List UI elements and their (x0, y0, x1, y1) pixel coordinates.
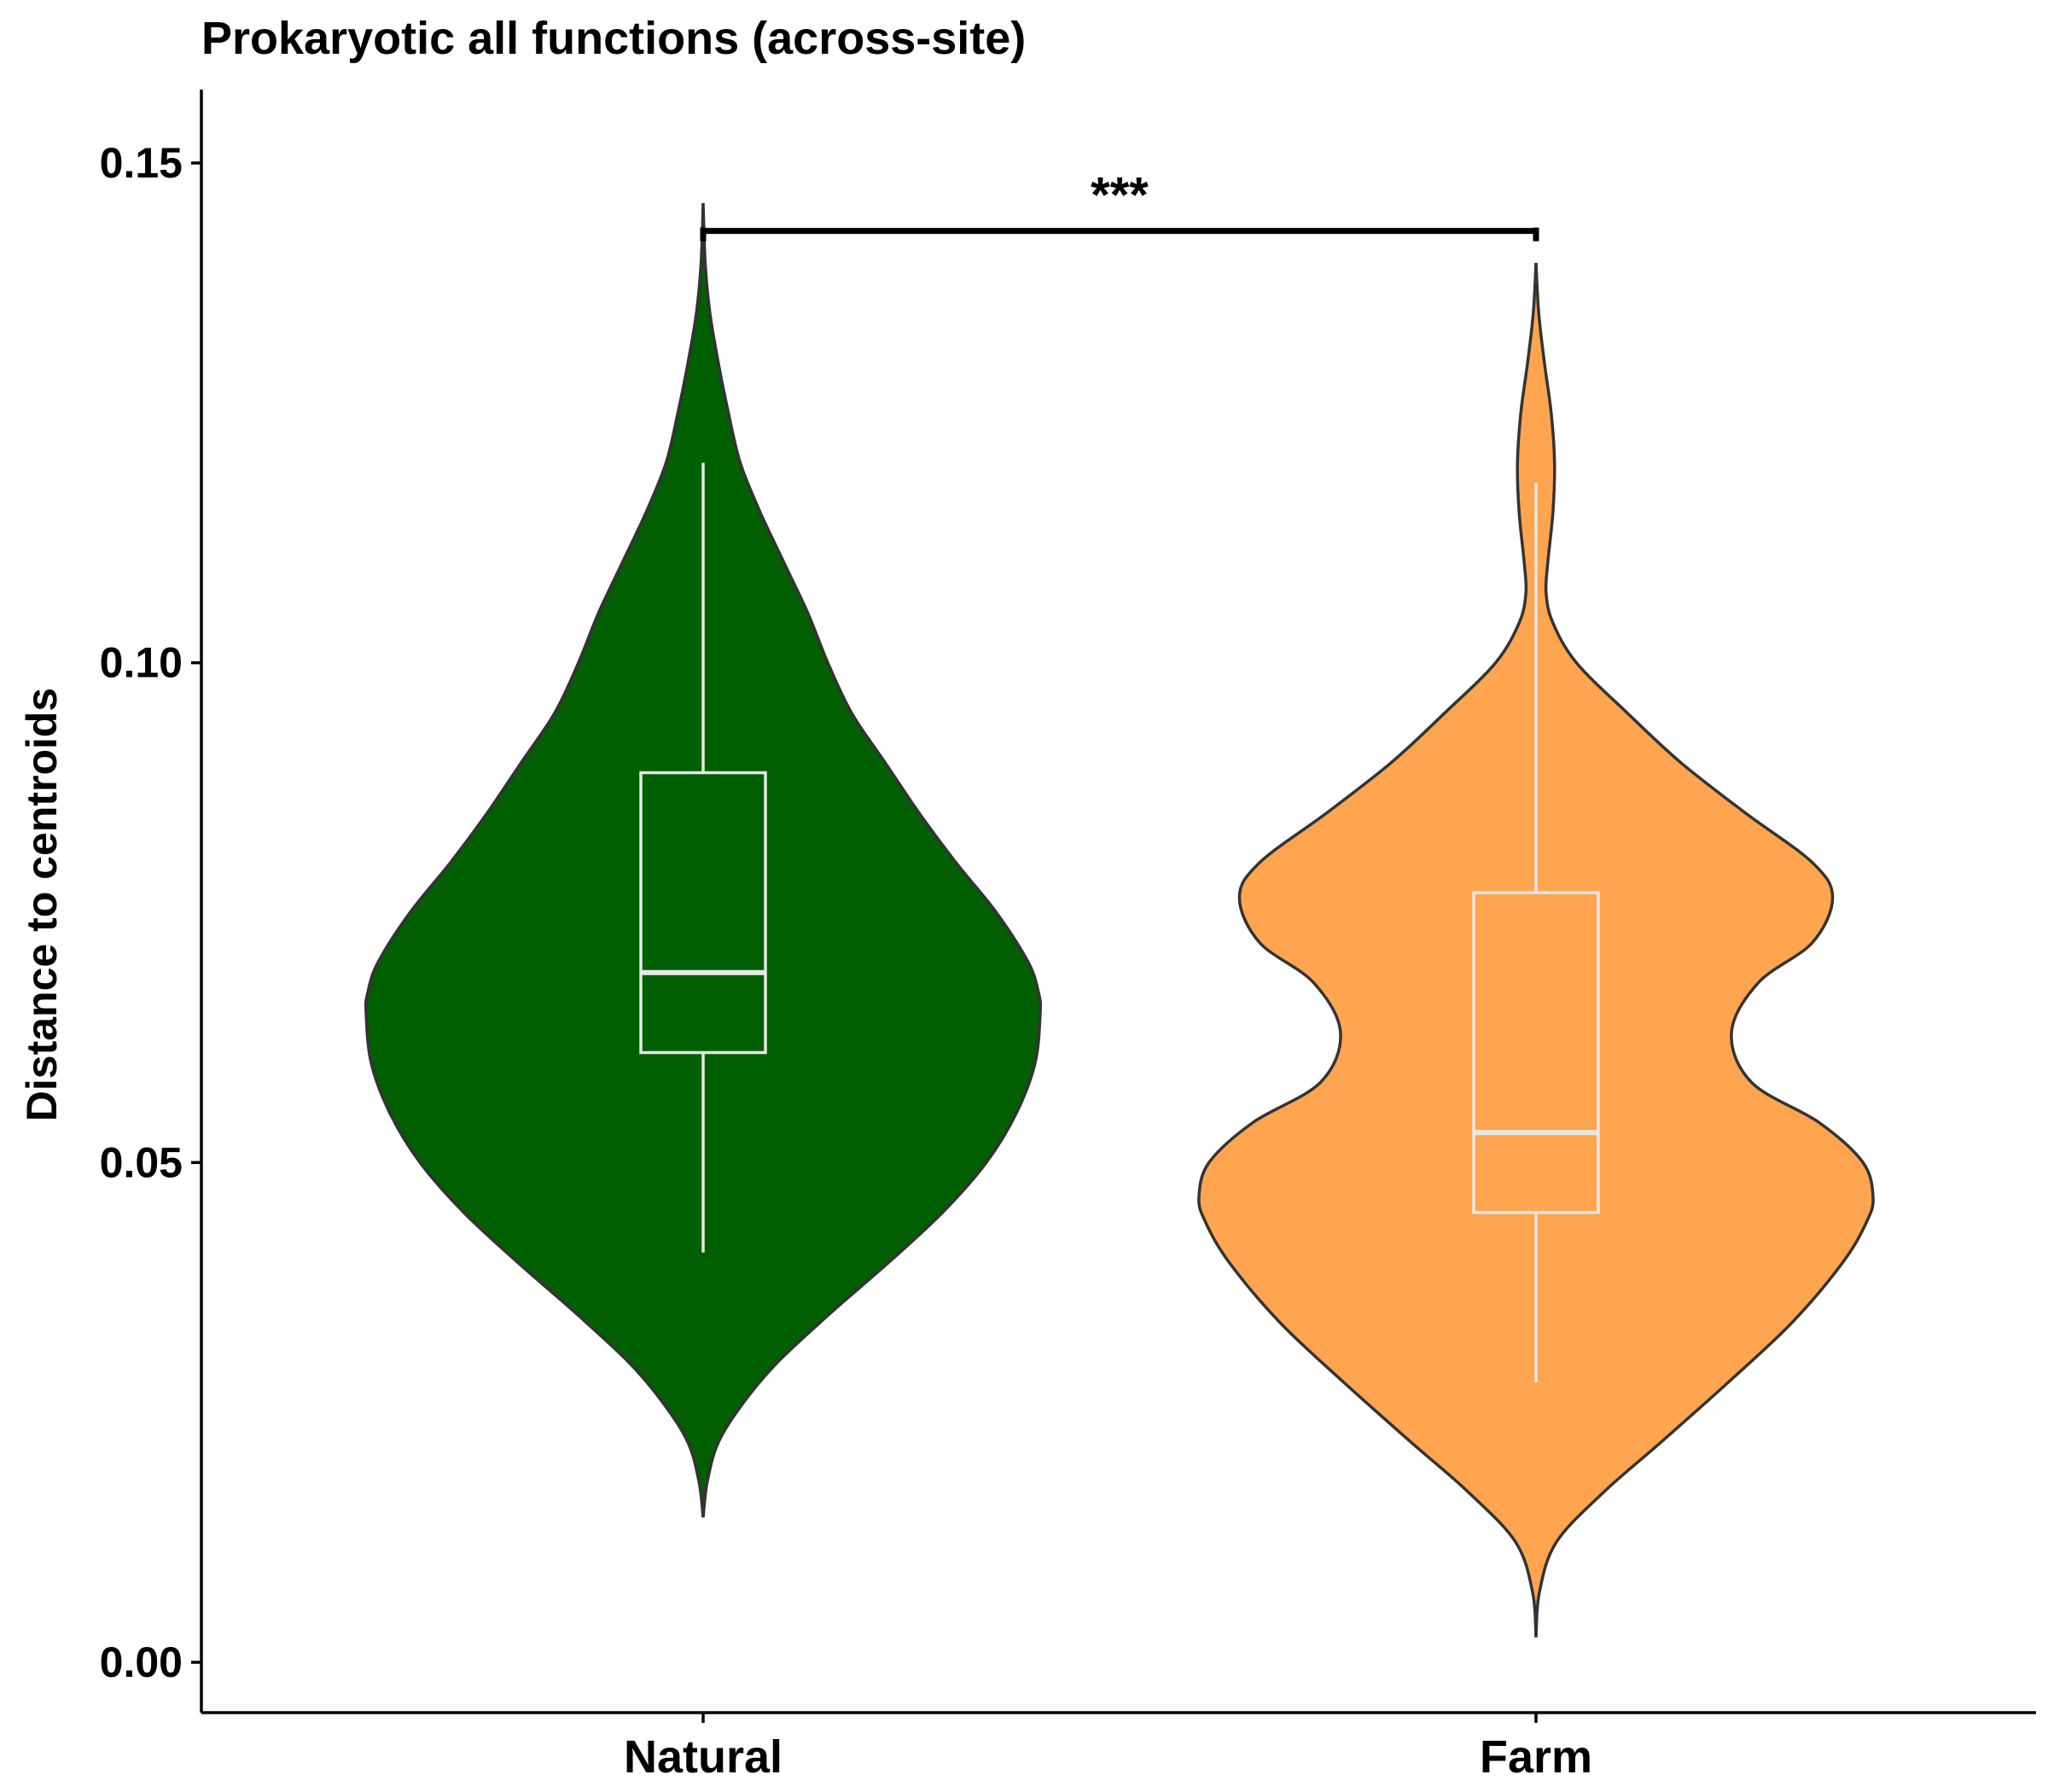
annotation-layer: *** (700, 168, 1539, 241)
x-tick-label: Farm (1480, 1731, 1592, 1783)
chart-title: Prokaryotic all functions (across-site) (201, 13, 1027, 64)
violin-farm (1197, 263, 1875, 1638)
y-tick-label: 0.15 (100, 139, 183, 187)
boxplots-layer (639, 463, 1600, 1383)
y-tick-label: 0.10 (100, 639, 183, 687)
violins-layer (364, 202, 1875, 1638)
x-tick-label: Natural (624, 1731, 783, 1783)
y-tick-label: 0.00 (100, 1638, 183, 1686)
axes-layer: 0.00 0.05 0.10 0.15 Natural Farm (100, 90, 2036, 1783)
y-axis-label: Distance to centroids (18, 688, 66, 1121)
significance-stars: *** (1091, 168, 1149, 224)
box-farm (1472, 891, 1600, 1214)
y-tick-label: 0.05 (100, 1138, 183, 1186)
box-natural (639, 771, 767, 1055)
violin-natural (364, 202, 1043, 1518)
